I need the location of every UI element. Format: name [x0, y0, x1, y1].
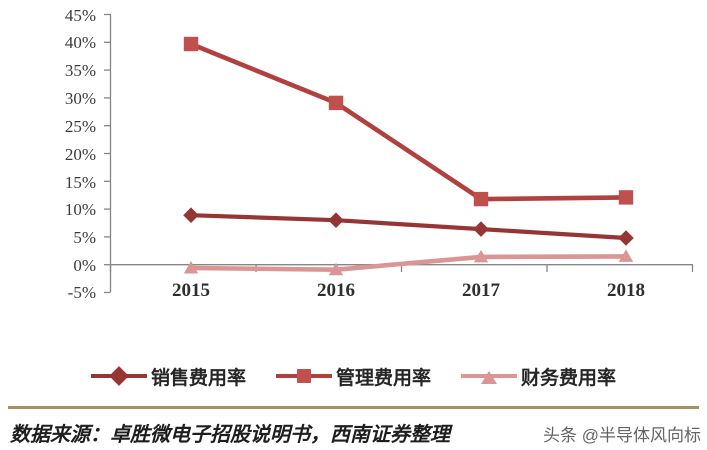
- plot-area: 45% 40% 35% 30% 25% 20% 15% 10% 5% 0% -5…: [64, 6, 694, 302]
- data-point-marker: [183, 207, 199, 223]
- y-axis-tick-label: 35%: [64, 61, 96, 80]
- data-point-marker: [473, 249, 489, 263]
- legend-key-sales: [90, 366, 147, 386]
- x-axis-tick-label: 2016: [317, 280, 355, 301]
- data-point-marker: [618, 190, 634, 205]
- x-axis-tick-label: 2015: [172, 280, 210, 301]
- legend-key-management: [275, 366, 332, 386]
- y-axis-tick-label: 10%: [64, 200, 96, 219]
- y-axis-tick-label: 45%: [64, 6, 96, 25]
- y-axis-tick-label: 0%: [73, 256, 96, 275]
- y-axis-tick-label: 20%: [64, 145, 96, 164]
- legend-label: 销售费用率: [150, 367, 246, 389]
- x-axis-tick-label: 2018: [607, 280, 645, 301]
- y-axis-tick-label: 30%: [64, 89, 96, 108]
- y-axis-tick-label: 15%: [64, 173, 96, 192]
- data-point-marker: [618, 249, 634, 262]
- legend-label: 财务费用率: [521, 367, 617, 389]
- diamond-marker-icon: [109, 366, 129, 386]
- data-point-marker: [183, 261, 199, 274]
- series-line: [188, 254, 629, 273]
- legend-key-financial: [461, 366, 517, 386]
- legend-item-management-expense-ratio[interactable]: 管理费用率: [275, 363, 431, 390]
- watermark-label: 头条 @半导体风向标: [543, 426, 701, 445]
- triangle-marker-icon: [481, 371, 497, 384]
- data-source-note: 数据来源：卓胜微电子招股说明书，西南证券整理: [10, 424, 450, 446]
- chart-svg: [104, 13, 694, 294]
- legend-item-financial-expense-ratio[interactable]: 财务费用率: [461, 363, 616, 390]
- series-financial-expense-ratio: [183, 249, 634, 276]
- series-sales-expense-ratio: [183, 207, 634, 246]
- legend-label: 管理费用率: [335, 367, 431, 389]
- data-point-marker: [183, 36, 199, 52]
- y-axis-tick-label: 25%: [64, 117, 96, 136]
- data-point-marker: [328, 262, 344, 276]
- footer: 数据来源：卓胜微电子招股说明书，西南证券整理 头条 @半导体风向标: [0, 414, 707, 450]
- series-management-expense-ratio: [183, 36, 634, 207]
- square-marker-icon: [296, 369, 311, 383]
- series-line: [188, 213, 629, 241]
- y-axis-tick-label: 40%: [64, 33, 96, 52]
- data-point-marker: [473, 221, 489, 237]
- footer-divider: [8, 406, 699, 409]
- series-line: [188, 41, 629, 202]
- data-point-marker: [618, 230, 634, 246]
- data-point-marker: [328, 95, 344, 111]
- x-axis-tick-label: 2017: [462, 280, 500, 301]
- y-axis-ticks: [104, 13, 111, 294]
- legend-item-sales-expense-ratio[interactable]: 销售费用率: [90, 363, 246, 390]
- data-point-marker: [473, 191, 489, 207]
- y-axis-tick-label: -5%: [67, 283, 96, 302]
- chart-legend: 销售费用率 管理费用率 财务费用率: [0, 358, 707, 394]
- data-point-marker: [328, 212, 344, 228]
- y-axis-tick-label: 5%: [73, 228, 96, 247]
